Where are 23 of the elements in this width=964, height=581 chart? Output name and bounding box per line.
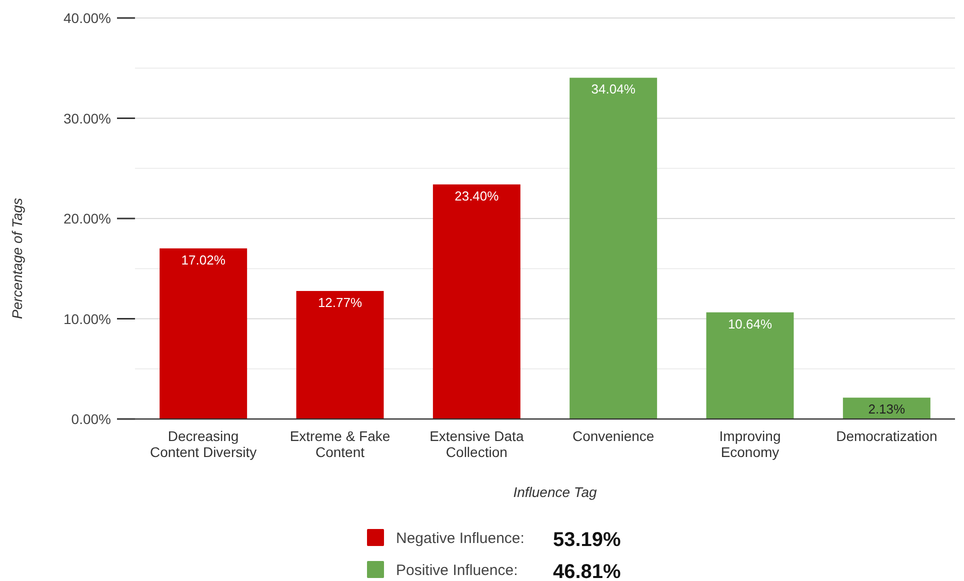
y-axis-title: Percentage of Tags xyxy=(9,198,25,319)
text: 53.19% xyxy=(553,529,622,551)
y-tick-label: 10.00% xyxy=(64,310,111,327)
y-tick-label: 0.00% xyxy=(71,411,111,427)
text: 46.81% xyxy=(553,561,622,581)
y-tick-label: 20.00% xyxy=(64,210,111,226)
legend-label: Positive Influence: xyxy=(396,562,518,579)
x-tick-label: Convenience xyxy=(572,428,654,444)
x-tick-label: Extensive Data Collection xyxy=(430,428,524,460)
data-label: 34.04% xyxy=(591,82,636,97)
data-label: 12.77% xyxy=(318,294,362,310)
legend-label: Negative Influence: xyxy=(396,530,524,547)
data-label: 10.64% xyxy=(728,316,772,332)
x-tick-label: Democratization xyxy=(836,428,938,444)
x-tick-label: Extreme & Fake Content xyxy=(290,428,390,460)
y-tick-label: 40.00% xyxy=(64,10,111,26)
x-tick-label: Decreasing Content Diversity xyxy=(150,428,257,460)
data-label: 23.40% xyxy=(454,188,500,204)
x-axis-title: Influence Tag xyxy=(513,484,597,500)
x-tick-label: Improving Economy xyxy=(719,428,781,460)
data-label: 17.02% xyxy=(181,252,226,268)
data-label: 2.13% xyxy=(868,402,906,417)
y-tick-label: 30.00% xyxy=(64,110,111,126)
